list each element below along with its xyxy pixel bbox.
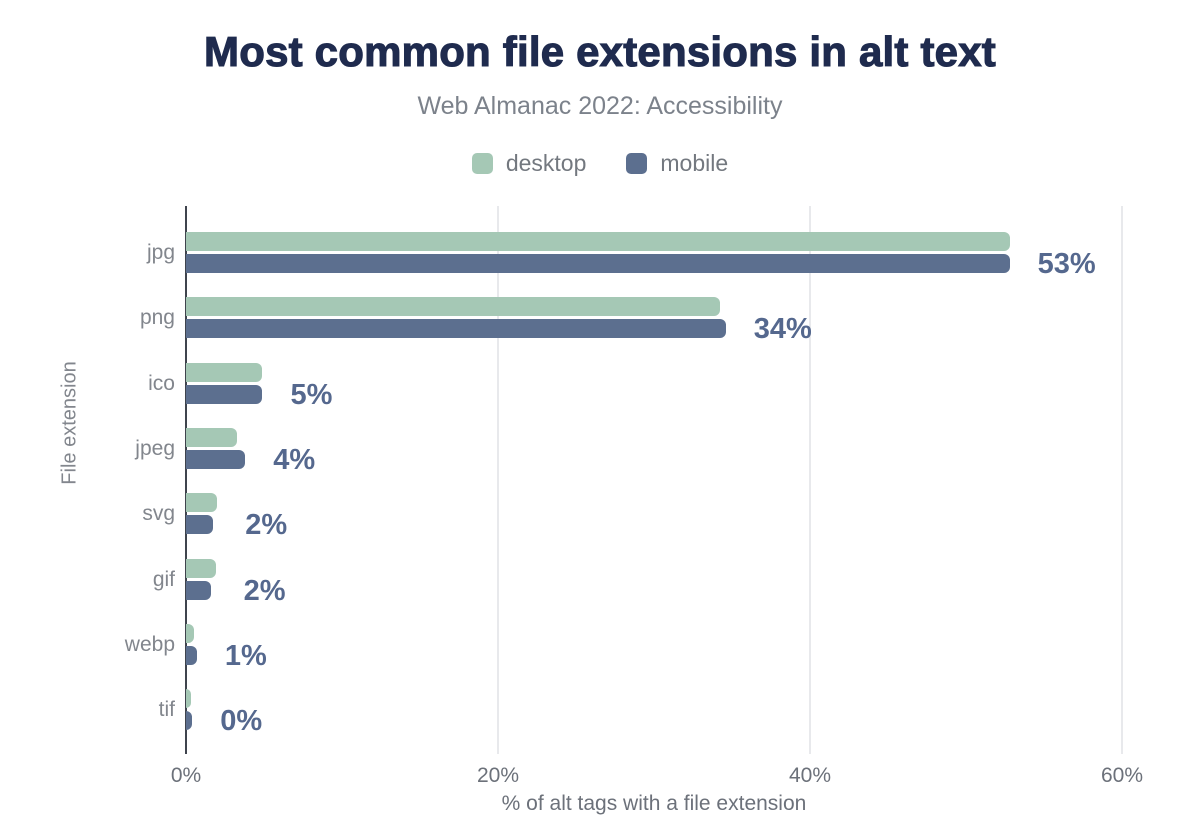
x-tick-label: 60% <box>1100 764 1144 787</box>
gridline-60% <box>1121 206 1123 754</box>
bar-mobile-jpg[interactable] <box>186 254 1010 273</box>
gridline-40% <box>809 206 811 754</box>
legend-label: mobile <box>660 150 729 176</box>
chart-title: Most common file extensions in alt text <box>203 27 996 75</box>
category-label: ico <box>148 372 175 395</box>
bar-desktop-gif[interactable] <box>186 559 216 578</box>
legend-item-desktop[interactable]: desktop <box>471 150 587 177</box>
bar-mobile-webp[interactable] <box>186 646 197 665</box>
y-axis-label: File extension <box>58 361 81 485</box>
bar-mobile-jpeg[interactable] <box>186 450 246 469</box>
value-label: 53% <box>1037 248 1096 280</box>
bar-mobile-svg[interactable] <box>186 515 213 534</box>
gridline-20% <box>497 206 499 754</box>
value-label: 5% <box>290 379 333 411</box>
value-label: 0% <box>220 705 263 737</box>
category-label: jpeg <box>135 437 175 460</box>
value-label: 2% <box>245 509 288 541</box>
category-label: png <box>139 306 175 329</box>
value-label: 1% <box>224 640 267 672</box>
category-label: webp <box>124 633 175 656</box>
x-tick-label: 40% <box>788 764 832 787</box>
category-label: svg <box>142 502 175 525</box>
bar-desktop-jpeg[interactable] <box>186 428 238 447</box>
bar-mobile-gif[interactable] <box>186 581 211 600</box>
category-label: gif <box>152 568 175 591</box>
bar-desktop-svg[interactable] <box>186 493 218 512</box>
x-axis-label: % of alt tags with a file extension <box>501 792 807 815</box>
legend-swatch-icon <box>626 153 648 174</box>
y-axis-line <box>185 206 187 754</box>
bar-desktop-jpg[interactable] <box>186 232 1010 251</box>
bar-desktop-png[interactable] <box>186 297 720 316</box>
legend: desktop mobile <box>0 150 1200 177</box>
bar-mobile-png[interactable] <box>186 319 726 338</box>
value-label: 2% <box>243 575 286 607</box>
legend-label: desktop <box>505 150 587 176</box>
value-label: 4% <box>273 444 316 476</box>
bar-mobile-tif[interactable] <box>186 711 193 730</box>
legend-item-mobile[interactable]: mobile <box>626 150 728 177</box>
category-label: jpg <box>146 241 175 264</box>
value-label: 34% <box>753 313 812 345</box>
legend-swatch-icon <box>471 153 493 174</box>
x-tick-label: 0% <box>170 764 202 787</box>
x-tick-label: 20% <box>476 764 520 787</box>
bar-desktop-tif[interactable] <box>186 689 191 708</box>
bar-mobile-ico[interactable] <box>186 385 263 404</box>
bar-desktop-ico[interactable] <box>186 363 263 382</box>
bar-desktop-webp[interactable] <box>186 624 194 643</box>
category-label: tif <box>158 698 175 721</box>
chart-subtitle: Web Almanac 2022: Accessibility <box>417 92 783 120</box>
